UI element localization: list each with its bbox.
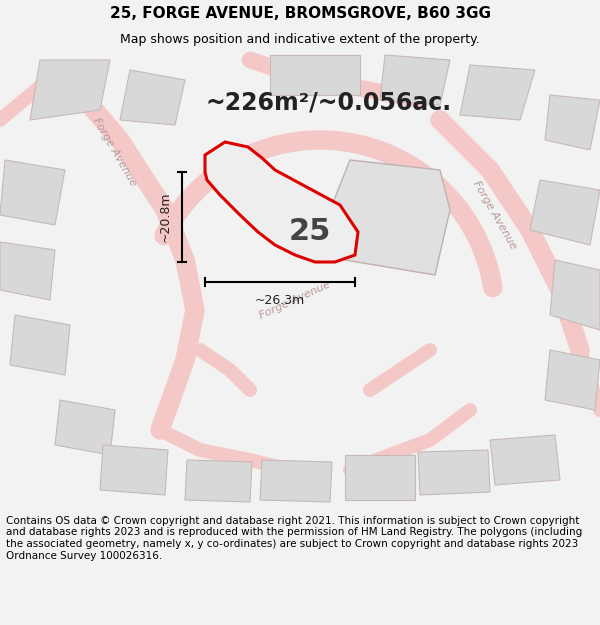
Polygon shape <box>460 65 535 120</box>
Text: ~26.3m: ~26.3m <box>255 294 305 307</box>
Text: Forge Avenue: Forge Avenue <box>258 279 332 321</box>
Polygon shape <box>100 445 168 495</box>
Polygon shape <box>10 315 70 375</box>
Polygon shape <box>185 460 252 502</box>
Polygon shape <box>0 242 55 300</box>
Polygon shape <box>120 70 185 125</box>
Text: Forge Avenue: Forge Avenue <box>91 116 139 188</box>
Polygon shape <box>418 450 490 495</box>
Polygon shape <box>30 60 110 120</box>
Polygon shape <box>205 142 358 262</box>
Polygon shape <box>345 455 415 500</box>
Text: ~226m²/~0.056ac.: ~226m²/~0.056ac. <box>205 90 451 114</box>
Text: Contains OS data © Crown copyright and database right 2021. This information is : Contains OS data © Crown copyright and d… <box>6 516 582 561</box>
Polygon shape <box>55 400 115 455</box>
Polygon shape <box>550 260 600 330</box>
Polygon shape <box>0 160 65 225</box>
Polygon shape <box>530 180 600 245</box>
Polygon shape <box>260 460 332 502</box>
Polygon shape <box>380 55 450 105</box>
Text: Map shows position and indicative extent of the property.: Map shows position and indicative extent… <box>120 32 480 46</box>
Polygon shape <box>545 350 600 410</box>
Polygon shape <box>330 160 450 275</box>
Polygon shape <box>545 95 600 150</box>
Text: 25: 25 <box>289 217 331 246</box>
Text: 25, FORGE AVENUE, BROMSGROVE, B60 3GG: 25, FORGE AVENUE, BROMSGROVE, B60 3GG <box>110 6 491 21</box>
Text: Forge Avenue: Forge Avenue <box>472 179 518 251</box>
Text: ~20.8m: ~20.8m <box>159 192 172 242</box>
Polygon shape <box>490 435 560 485</box>
Polygon shape <box>270 55 360 95</box>
